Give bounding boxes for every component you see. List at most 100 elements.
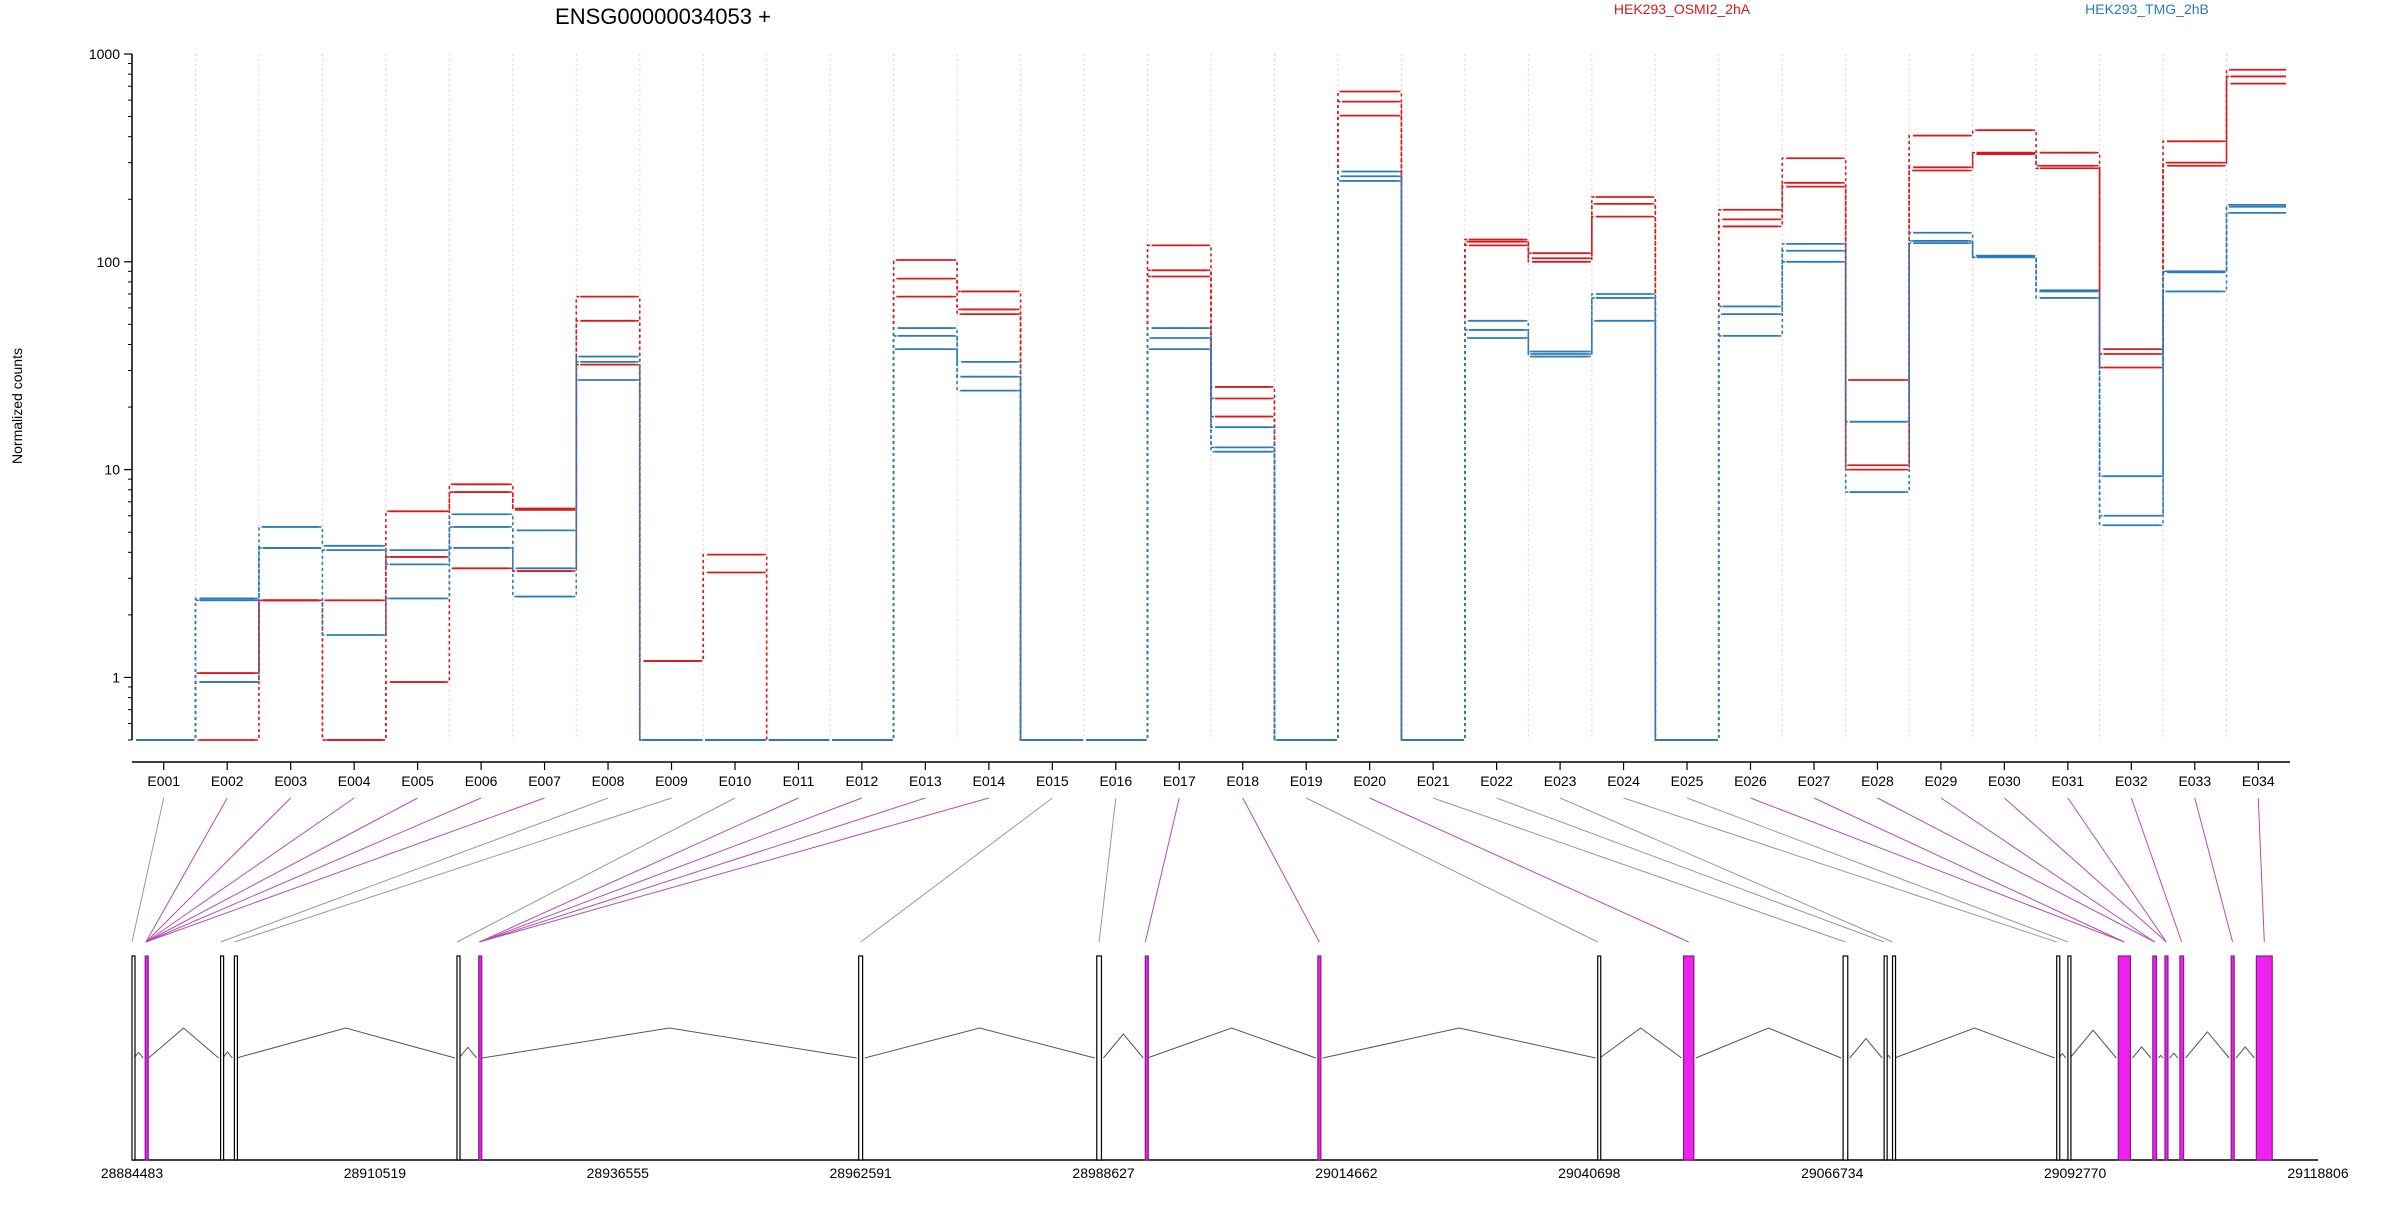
series-connector <box>1460 337 1469 741</box>
series-connector <box>254 599 263 741</box>
series-connector <box>1207 327 1215 429</box>
exon-block <box>2179 955 2185 1161</box>
series-connector <box>572 379 581 598</box>
series-connector <box>1778 157 1787 211</box>
coordinate-label: 29040698 <box>1558 1165 1621 1181</box>
series-connector <box>191 681 200 741</box>
series-connector <box>2032 151 2041 167</box>
coordinate-label: 29092770 <box>2044 1165 2107 1181</box>
series-connector <box>2095 167 2104 369</box>
exon-connector <box>1940 797 2155 943</box>
exon-block <box>2255 955 2273 1161</box>
exon-connector <box>479 797 926 943</box>
exon-connector <box>2067 797 2167 943</box>
series-connector <box>318 547 327 636</box>
exon-block <box>456 955 461 1161</box>
intron-line <box>1103 1033 1144 1059</box>
legend-label-tmg: HEK293_TMG_2hB <box>2085 1 2209 17</box>
series-connector <box>508 513 517 532</box>
intron-line <box>2158 1054 2164 1059</box>
series-connector <box>1524 244 1533 263</box>
series-connector <box>445 567 454 683</box>
series-connector <box>2159 271 2168 517</box>
series-connector <box>254 526 263 600</box>
exon-block <box>1317 955 1322 1161</box>
series-connector <box>1333 180 1342 741</box>
series-connector <box>635 363 644 741</box>
series-connector <box>1905 242 1914 493</box>
series-connector <box>318 599 327 741</box>
gene-model: 28884483 28910519 28936555 28962591 28988627… <box>101 797 2349 1181</box>
series-connector <box>2159 270 2168 477</box>
series-connector <box>1524 337 1533 358</box>
exon-connector <box>479 797 863 943</box>
series-connector <box>1778 185 1787 228</box>
exon-block <box>1144 955 1149 1161</box>
x-tick-label: E016 <box>1099 773 1132 789</box>
exon-connector <box>1242 797 1320 943</box>
series-connector <box>1714 335 1723 741</box>
series-connector <box>1587 215 1596 263</box>
series-connector <box>445 491 454 513</box>
exon-block <box>478 955 483 1161</box>
intron-line <box>148 1027 219 1059</box>
series-connector <box>1207 348 1215 453</box>
intron-line <box>2132 1046 2152 1059</box>
coordinate-label: 28910519 <box>344 1165 407 1181</box>
x-tick-label: E008 <box>592 773 625 789</box>
series-connector <box>1778 243 1787 308</box>
series-connector <box>635 355 644 741</box>
y-axis-label: Normalized counts <box>9 348 25 464</box>
series-connector <box>2159 161 2168 355</box>
exon-block <box>2067 955 2072 1161</box>
x-tick-label: E013 <box>909 773 942 789</box>
coordinate-label: 28936555 <box>587 1165 650 1181</box>
chart-title: ENSG00000034053 + <box>555 4 771 29</box>
series-connector <box>445 513 454 551</box>
series-connector <box>2159 140 2168 350</box>
intron-line <box>482 1027 857 1059</box>
x-tick-label: E003 <box>274 773 307 789</box>
series-connector <box>2032 256 2041 299</box>
exon-block <box>1883 955 1888 1161</box>
coordinate-label: 28884483 <box>101 1165 164 1181</box>
series-connector <box>1778 182 1787 221</box>
series-connector <box>1016 308 1025 741</box>
exon-block <box>1682 955 1695 1161</box>
exon-connector <box>1877 797 2155 943</box>
x-tick-label: E002 <box>211 773 244 789</box>
series-connector <box>762 571 771 741</box>
series-connector <box>1524 320 1533 353</box>
series-connector <box>2032 153 2041 170</box>
exon-block <box>2117 955 2132 1161</box>
series-connector <box>889 348 898 741</box>
exon-connector <box>131 797 165 943</box>
exon-block <box>1597 955 1602 1161</box>
x-tick-label: E026 <box>1734 773 1767 789</box>
series-connector <box>2095 164 2104 355</box>
exon-block <box>233 955 239 1161</box>
x-tick-label: E009 <box>655 773 688 789</box>
series-connector <box>445 483 454 558</box>
series-connector <box>1524 238 1533 255</box>
exon-block <box>144 955 149 1161</box>
x-tick-label: E004 <box>338 773 371 789</box>
intron-line <box>1322 1027 1596 1059</box>
x-tick-label: E006 <box>465 773 498 789</box>
intron-line <box>236 1027 456 1059</box>
series-connector <box>635 379 644 741</box>
series-connector <box>1207 337 1215 449</box>
series-connector <box>1270 415 1279 741</box>
exon-connector <box>479 797 989 943</box>
x-tick-label: E014 <box>973 773 1006 789</box>
exon-block <box>1096 955 1103 1161</box>
series-connector <box>2159 290 2168 527</box>
intron-line <box>222 1051 233 1059</box>
exon-connector <box>479 797 799 943</box>
series-connector <box>508 483 517 510</box>
exon-connector <box>145 797 418 943</box>
series-connector <box>508 567 517 572</box>
series-connector <box>953 335 962 378</box>
